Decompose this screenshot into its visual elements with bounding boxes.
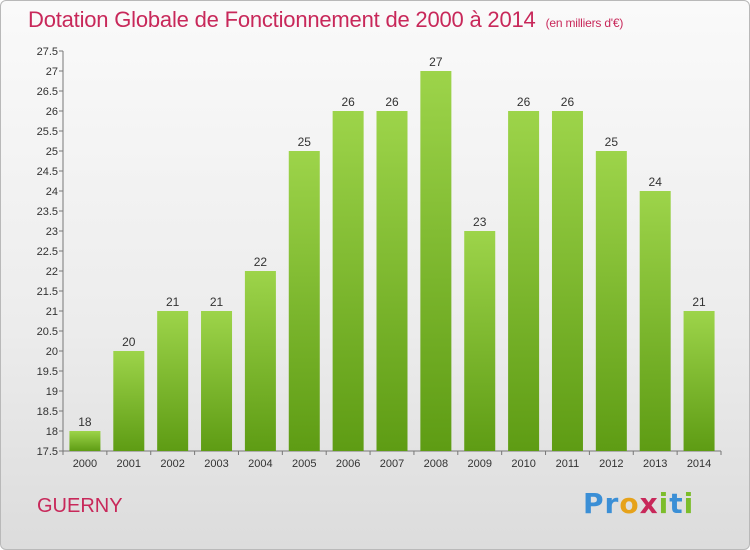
x-tick-label: 2006	[336, 458, 360, 470]
bar	[201, 311, 233, 451]
x-tick-label: 2008	[424, 458, 448, 470]
bar	[551, 111, 583, 451]
y-tick-label: 27.5	[37, 46, 58, 58]
logo-letter: r	[604, 487, 620, 520]
bar	[157, 311, 189, 451]
bar	[683, 311, 715, 451]
x-axis: 2000 2001 2002 2003 2004 2005 2006 2007 2008 2009…	[62, 450, 722, 470]
data-label: 21	[692, 295, 706, 309]
logo-letter: i	[658, 487, 670, 520]
y-tick-label: 19.5	[37, 366, 58, 378]
y-tick-label: 20	[46, 346, 58, 358]
y-tick-label: 18.5	[37, 406, 58, 418]
data-label: 24	[649, 175, 663, 189]
y-tick-label: 22	[46, 266, 58, 278]
y-tick-label: 24	[46, 186, 58, 198]
x-tick-label: 2009	[467, 458, 491, 470]
x-tick-label: 2010	[511, 458, 535, 470]
y-tick-label: 23.5	[37, 206, 58, 218]
data-labels: 18 20 21 21 22 25 26 26 27 23 26 26 25 24 21	[78, 55, 706, 429]
bar	[332, 111, 364, 451]
y-tick-label: 26	[46, 106, 58, 118]
data-label: 23	[473, 215, 487, 229]
x-tick-label: 2000	[73, 458, 97, 470]
y-tick-label: 25	[46, 146, 58, 158]
data-label: 22	[254, 255, 268, 269]
y-tick-label: 18	[46, 426, 58, 438]
y-tick-label: 27	[46, 66, 58, 78]
x-tick-label: 2014	[687, 458, 711, 470]
y-tick-label: 17.5	[37, 446, 58, 458]
y-tick-label: 21	[46, 306, 58, 318]
bar	[420, 71, 452, 451]
data-label: 21	[210, 295, 224, 309]
data-label: 26	[561, 95, 575, 109]
x-tick-label: 2011	[556, 458, 580, 470]
bar	[595, 151, 627, 451]
y-tick-label: 21.5	[37, 286, 58, 298]
y-tick-label: 26.5	[37, 86, 58, 98]
data-label: 27	[429, 55, 443, 69]
y-tick-label: 25.5	[37, 126, 58, 138]
data-label: 26	[517, 95, 531, 109]
bar	[69, 431, 101, 451]
y-tick-label: 20.5	[37, 326, 58, 338]
data-label: 20	[122, 335, 136, 349]
data-label: 21	[166, 295, 180, 309]
bar	[464, 231, 496, 451]
bar	[244, 271, 276, 451]
x-tick-label: 2012	[599, 458, 623, 470]
logo-letter: i	[683, 487, 695, 520]
logo-letter: P	[583, 487, 605, 520]
bar	[376, 111, 408, 451]
x-tick-label: 2013	[643, 458, 667, 470]
x-tick-label: 2007	[380, 458, 404, 470]
data-label: 26	[341, 95, 355, 109]
bar	[288, 151, 320, 451]
data-label: 26	[385, 95, 399, 109]
bar	[508, 111, 540, 451]
logo-letter: t	[669, 487, 684, 520]
data-label: 25	[605, 135, 619, 149]
y-tick-label: 22.5	[37, 246, 58, 258]
town-name: GUERNY	[37, 495, 123, 517]
bar	[113, 351, 145, 451]
y-tick-label: 23	[46, 226, 58, 238]
data-label: 25	[298, 135, 312, 149]
logo-letter: o	[619, 487, 640, 520]
x-tick-label: 2002	[160, 458, 184, 470]
chart-title-line: Dotation Globale de Fonctionnement de 20…	[28, 7, 623, 33]
y-tick-label: 19	[46, 386, 58, 398]
x-tick-label: 2004	[248, 458, 272, 470]
chart-subtitle: (en milliers d'€)	[545, 16, 624, 30]
x-tick-label: 2003	[204, 458, 228, 470]
data-label: 18	[78, 415, 92, 429]
chart-title: Dotation Globale de Fonctionnement de 20…	[28, 7, 536, 32]
x-tick-label: 2001	[117, 458, 141, 470]
logo-letter: x	[639, 487, 659, 520]
x-tick-label: 2005	[292, 458, 316, 470]
bars	[69, 71, 715, 451]
bar	[639, 191, 671, 451]
y-tick-label: 24.5	[37, 166, 58, 178]
y-axis: 17.5 18 18.5 19 19.5 20 20.5 21 21.5 22 22.5 23 23.5…	[37, 46, 64, 458]
proxiti-logo: Proxiti	[583, 487, 694, 520]
